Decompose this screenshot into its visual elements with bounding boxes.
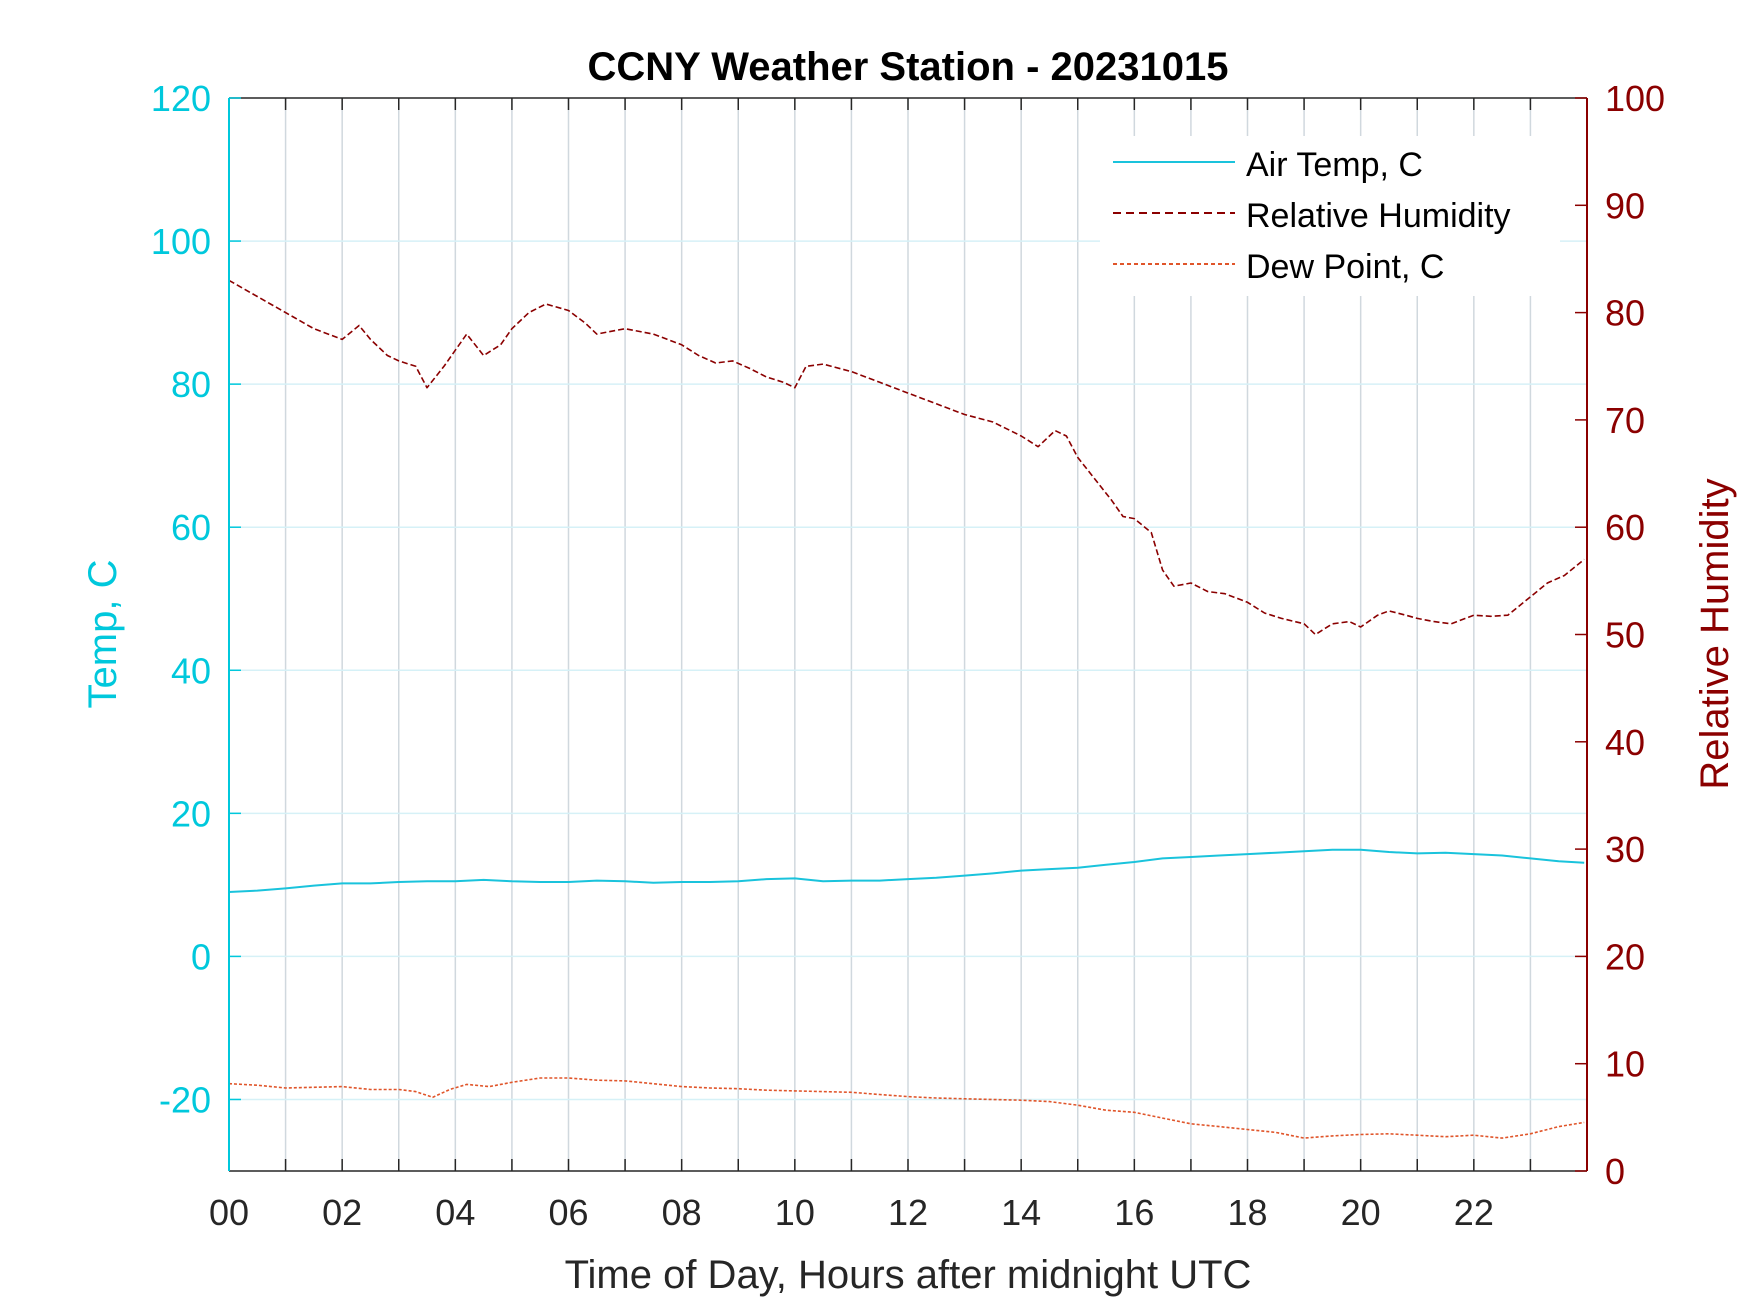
x-tick-label: 16 <box>1114 1192 1154 1233</box>
y-axis-left-label: Temp, C <box>81 560 125 709</box>
y-right-tick-label: 100 <box>1605 78 1665 119</box>
y-left-tick-label: 80 <box>171 364 211 405</box>
axes <box>228 97 1588 1172</box>
y-right-tick-label: 10 <box>1605 1044 1645 1085</box>
y-right-tick-label: 0 <box>1605 1151 1625 1192</box>
y-right-tick-label: 40 <box>1605 722 1645 763</box>
chart-title: CCNY Weather Station - 20231015 <box>588 45 1229 89</box>
series-line-dew-point-c <box>228 1077 1585 1139</box>
y-right-tick-label: 20 <box>1605 936 1645 977</box>
tick-labels: 00 02 04 06 08 10 12 14 16 18 20 22-200204060801001… <box>151 78 1665 1233</box>
x-tick-label: 20 <box>1341 1192 1381 1233</box>
legend-label-dew-point: Dew Point, C <box>1246 248 1444 286</box>
x-tick-label: 18 <box>1227 1192 1267 1233</box>
y-left-tick-label: 60 <box>171 507 211 548</box>
legend-label-humidity: Relative Humidity <box>1246 197 1511 235</box>
y-left-tick-label: 0 <box>191 936 211 977</box>
y-left-tick-label: 20 <box>171 793 211 834</box>
series-line-air-temp-c <box>228 848 1585 893</box>
x-tick-label: 06 <box>548 1192 588 1233</box>
x-tick-label: 14 <box>1001 1192 1041 1233</box>
legend-label-air-temp: Air Temp, C <box>1246 146 1423 184</box>
y-left-tick-label: 100 <box>151 221 211 262</box>
x-tick-label: 02 <box>322 1192 362 1233</box>
x-tick-label: 04 <box>435 1192 475 1233</box>
x-axis-label: Time of Day, Hours after midnight UTC <box>565 1253 1252 1297</box>
y-right-tick-label: 60 <box>1605 507 1645 548</box>
y-axis-right-label: Relative Humidity <box>1693 478 1737 789</box>
grid-lines <box>229 98 1587 1171</box>
y-right-tick-label: 90 <box>1605 185 1645 226</box>
legend: Air Temp, C Relative Humidity Dew Point,… <box>1100 136 1560 296</box>
y-right-tick-label: 80 <box>1605 293 1645 334</box>
x-tick-label: 10 <box>775 1192 815 1233</box>
y-left-tick-label: 120 <box>151 78 211 119</box>
x-tick-label: 12 <box>888 1192 928 1233</box>
y-right-tick-label: 30 <box>1605 829 1645 870</box>
y-right-tick-label: 50 <box>1605 615 1645 656</box>
series-line-relative-humidity <box>228 279 1585 636</box>
x-tick-label: 22 <box>1454 1192 1494 1233</box>
series-lines <box>228 279 1585 1139</box>
y-right-tick-label: 70 <box>1605 400 1645 441</box>
y-left-tick-label: 40 <box>171 650 211 691</box>
y-left-tick-label: -20 <box>159 1079 211 1120</box>
x-tick-label: 00 <box>209 1192 249 1233</box>
x-tick-label: 08 <box>662 1192 702 1233</box>
